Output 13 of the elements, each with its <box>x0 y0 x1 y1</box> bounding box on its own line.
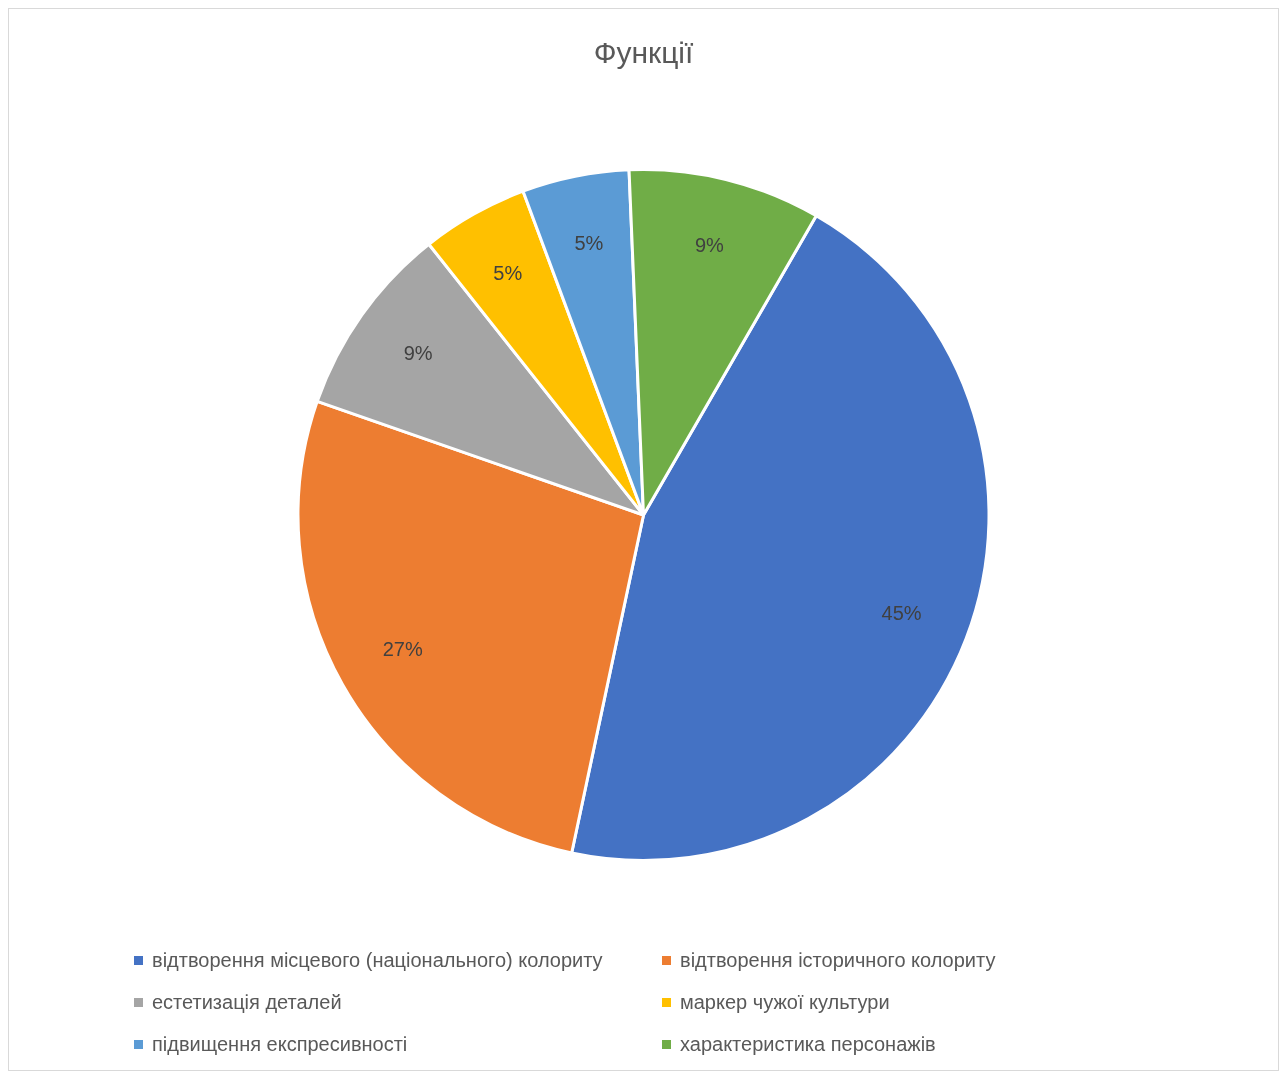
legend-label: відтворення історичного колориту <box>680 949 996 972</box>
legend-label: естетизація деталей <box>152 991 342 1014</box>
legend-label: характеристика персонажів <box>680 1033 936 1056</box>
data-label: 5% <box>574 231 604 254</box>
legend-label: маркер чужої культури <box>680 991 890 1014</box>
data-label: 9% <box>694 234 725 257</box>
chart-title: Функції <box>593 36 694 70</box>
data-label: 45% <box>881 601 922 624</box>
data-label: 5% <box>493 261 523 284</box>
legend-label: підвищення експресивності <box>152 1033 408 1056</box>
data-label: 9% <box>403 342 433 365</box>
legend-label: відтворення місцевого (національного) колориту <box>152 949 603 972</box>
data-label: 27% <box>382 638 423 661</box>
